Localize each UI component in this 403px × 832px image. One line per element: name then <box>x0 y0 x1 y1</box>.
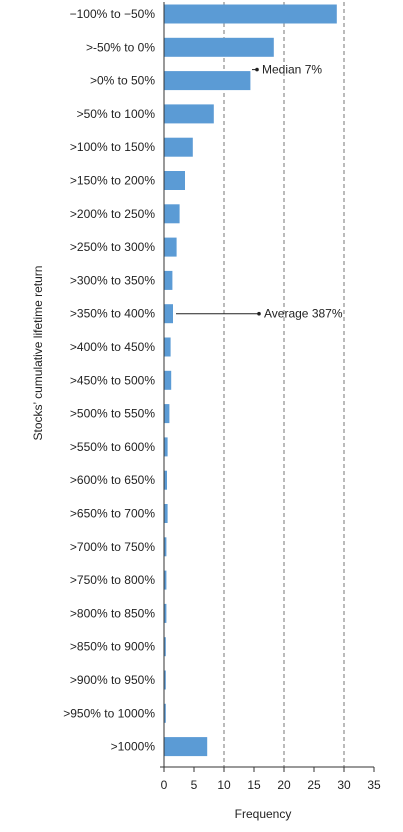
category-label: >300% to 350% <box>70 273 155 287</box>
bar <box>164 470 167 490</box>
bar <box>164 171 185 190</box>
category-label: >450% to 500% <box>70 373 155 387</box>
bar <box>164 703 166 723</box>
annotation-dot <box>257 311 261 316</box>
annotation-dot <box>255 67 259 72</box>
category-label: >700% to 750% <box>70 540 155 554</box>
bar <box>164 4 337 24</box>
bar <box>164 603 167 623</box>
category-label: >150% to 200% <box>70 174 155 188</box>
bar <box>164 670 166 690</box>
x-tick-label: 30 <box>337 778 351 792</box>
bar <box>164 71 251 91</box>
bar <box>164 370 172 390</box>
bar <box>164 104 214 124</box>
y-axis-title: Stocks’ cumulative lifetime return <box>31 266 45 441</box>
annotation-label: Average 387% <box>264 307 343 321</box>
category-label: >550% to 600% <box>70 440 155 454</box>
bar <box>164 137 193 157</box>
category-label: >-50% to 0% <box>86 40 155 54</box>
bar <box>164 204 180 224</box>
bar <box>164 304 173 324</box>
x-tick-label: 20 <box>277 778 291 792</box>
category-label: >250% to 300% <box>70 240 155 254</box>
x-tick-label: 10 <box>217 778 231 792</box>
category-label: >1000% <box>111 740 156 754</box>
category-label: −100% to −50% <box>70 7 156 21</box>
category-label: >600% to 650% <box>70 473 155 487</box>
category-label: >800% to 850% <box>70 606 155 620</box>
bar <box>164 437 168 457</box>
category-label: >100% to 150% <box>70 140 155 154</box>
bar <box>164 337 171 357</box>
category-label: >200% to 250% <box>70 207 155 221</box>
bar <box>164 504 168 523</box>
bar <box>164 637 166 657</box>
annotation-label: Median 7% <box>262 63 322 77</box>
x-tick-label: 15 <box>247 778 261 792</box>
category-label: >50% to 100% <box>77 107 156 121</box>
category-label: >900% to 950% <box>70 673 155 687</box>
bar <box>164 270 173 290</box>
category-label: >950% to 1000% <box>63 706 155 720</box>
x-tick-label: 5 <box>191 778 198 792</box>
category-label: >0% to 50% <box>90 74 155 88</box>
x-axis-title: Frequency <box>235 807 292 821</box>
x-tick-label: 0 <box>161 778 168 792</box>
category-label: >400% to 450% <box>70 340 155 354</box>
bar <box>164 404 170 424</box>
bar <box>164 737 208 757</box>
bar <box>164 237 177 257</box>
category-label: >750% to 800% <box>70 573 155 587</box>
category-label: >650% to 700% <box>70 507 155 521</box>
bar <box>164 37 274 57</box>
category-label: >850% to 900% <box>70 640 155 654</box>
x-tick-label: 25 <box>307 778 321 792</box>
x-tick-label: 35 <box>367 778 381 792</box>
category-label: >500% to 550% <box>70 407 155 421</box>
bar <box>164 537 167 557</box>
category-label: >350% to 400% <box>70 307 155 321</box>
bar <box>164 570 167 590</box>
